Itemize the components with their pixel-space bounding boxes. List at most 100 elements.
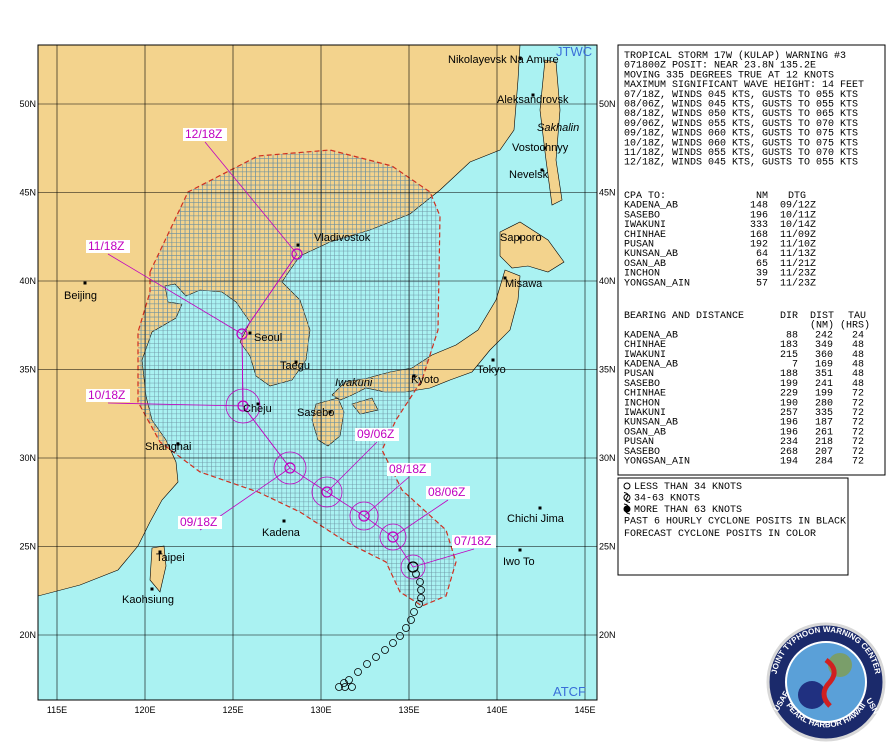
forecast-posit <box>387 531 399 543</box>
panel-text: 169 <box>815 360 833 371</box>
legend-symbol <box>623 492 631 503</box>
track <box>225 248 426 691</box>
panel-text: 10/11Z <box>780 209 816 221</box>
legend-panel <box>617 477 849 576</box>
city-dot <box>540 168 544 172</box>
panel-text: 196 <box>780 427 798 438</box>
wind-radius <box>311 476 343 508</box>
past-posit <box>345 676 353 684</box>
past-posit <box>354 668 362 676</box>
city-dot <box>176 442 180 446</box>
lat-label: 50N <box>19 99 36 109</box>
city-label: Seoul <box>254 332 282 344</box>
panel-text: IWAKUNI <box>624 408 666 419</box>
graticule <box>38 45 597 700</box>
panel-text: CHINHAE <box>624 340 666 351</box>
panel-text: 207 <box>815 447 833 458</box>
city-label: Nikolayevsk Na Amure <box>448 54 559 66</box>
panel-text: CPA TO: <box>624 191 666 202</box>
panel-text: OSAN_AB <box>624 259 666 270</box>
city-label: Chichi Jima <box>507 513 565 525</box>
time-box <box>86 240 130 253</box>
panel-text: 257 <box>780 408 798 419</box>
wind-radius <box>349 501 379 531</box>
past-posit <box>402 624 410 632</box>
city-dot <box>518 236 522 240</box>
lat-label: 45N <box>599 188 616 198</box>
past-posit <box>372 653 380 661</box>
panel-text: 280 <box>815 398 833 409</box>
lat-label: 45N <box>19 188 36 198</box>
forecast-posit <box>321 486 333 498</box>
leader <box>107 402 244 407</box>
past-posit <box>417 594 425 602</box>
forecast-time: 10/18Z <box>88 388 125 402</box>
panel-text: CHINHAE <box>624 230 666 241</box>
legend-symbol <box>623 494 631 501</box>
panel-text: 241 <box>815 379 833 390</box>
panel-text: 72 <box>852 408 864 419</box>
panel-text: KADENA_AB <box>624 360 678 371</box>
panel-text: TROPICAL STORM 17W (KULAP) WARNING #3 <box>624 50 846 62</box>
forecast-posit <box>407 561 419 573</box>
panel-text: DTG <box>788 191 806 202</box>
past-posit <box>389 639 397 647</box>
past-posit <box>363 660 371 668</box>
panel-text: INCHON <box>624 398 660 409</box>
panel-text: (HRS) <box>840 320 870 332</box>
panel-text: 168 <box>750 230 768 241</box>
city-dot <box>150 587 154 591</box>
panel-text: YONGSAN_AIN <box>624 278 690 289</box>
leader <box>107 253 243 335</box>
panel-text: NM <box>756 191 768 202</box>
city-dot <box>518 548 522 552</box>
panel-text: 11/10Z <box>780 239 816 251</box>
panel-text: PUSAN <box>624 437 654 448</box>
panel-text: 261 <box>815 427 833 438</box>
panel-text: IWAKUNI <box>624 220 666 231</box>
panel-text: 349 <box>815 340 833 351</box>
panel-text: 196 <box>750 210 768 221</box>
panel-text: 72 <box>852 457 864 468</box>
panel-text: SASEBO <box>624 210 660 221</box>
time-box <box>452 535 496 548</box>
panel-text: 48 <box>852 350 864 361</box>
panel-text: 12/18Z, WINDS 045 KTS, GUSTS TO 055 KTS <box>624 157 858 169</box>
panel-text: 48 <box>852 360 864 371</box>
panel-text: SASEBO <box>624 447 660 458</box>
city-dot <box>503 276 507 280</box>
city-dot <box>543 146 547 150</box>
warning-panel <box>617 44 886 476</box>
panel-text: 183 <box>780 340 798 351</box>
lat-label: 25N <box>599 542 616 552</box>
lon-label: 125E <box>222 705 243 715</box>
lat-label: 30N <box>599 453 616 463</box>
city-dot <box>491 358 495 362</box>
panel-text: KADENA_AB <box>624 201 678 212</box>
lat-label: 30N <box>19 453 36 463</box>
panel-text: OSAN_AB <box>624 427 666 438</box>
panel-text: PUSAN <box>624 369 654 380</box>
lat-label: 40N <box>599 276 616 286</box>
panel-text: DIST <box>810 311 834 322</box>
lat-label: 20N <box>19 630 36 640</box>
panel-text: 65 <box>756 259 768 270</box>
lat-label: 35N <box>19 365 36 375</box>
panel-text: 199 <box>815 389 833 400</box>
panel-text: KUNSAN_AB <box>624 418 678 429</box>
panel-text: 187 <box>815 418 833 429</box>
panel-text: 64 <box>756 249 768 260</box>
forecast-time: 09/18Z <box>180 515 217 529</box>
forecast-time: 08/06Z <box>428 485 465 499</box>
city-label: Beijing <box>64 290 97 302</box>
forecast-posit <box>284 462 296 474</box>
past-posit <box>407 616 415 624</box>
panel-text: 72 <box>852 447 864 458</box>
panel-text: 10/18Z, WINDS 060 KTS, GUSTS TO 075 KTS <box>624 137 858 149</box>
city-dot <box>256 402 260 406</box>
panel-text: 09/12Z <box>780 200 816 212</box>
panel-text: 234 <box>780 437 798 448</box>
forecast-time: 12/18Z <box>185 127 222 141</box>
panel-text: DIR <box>780 311 798 322</box>
